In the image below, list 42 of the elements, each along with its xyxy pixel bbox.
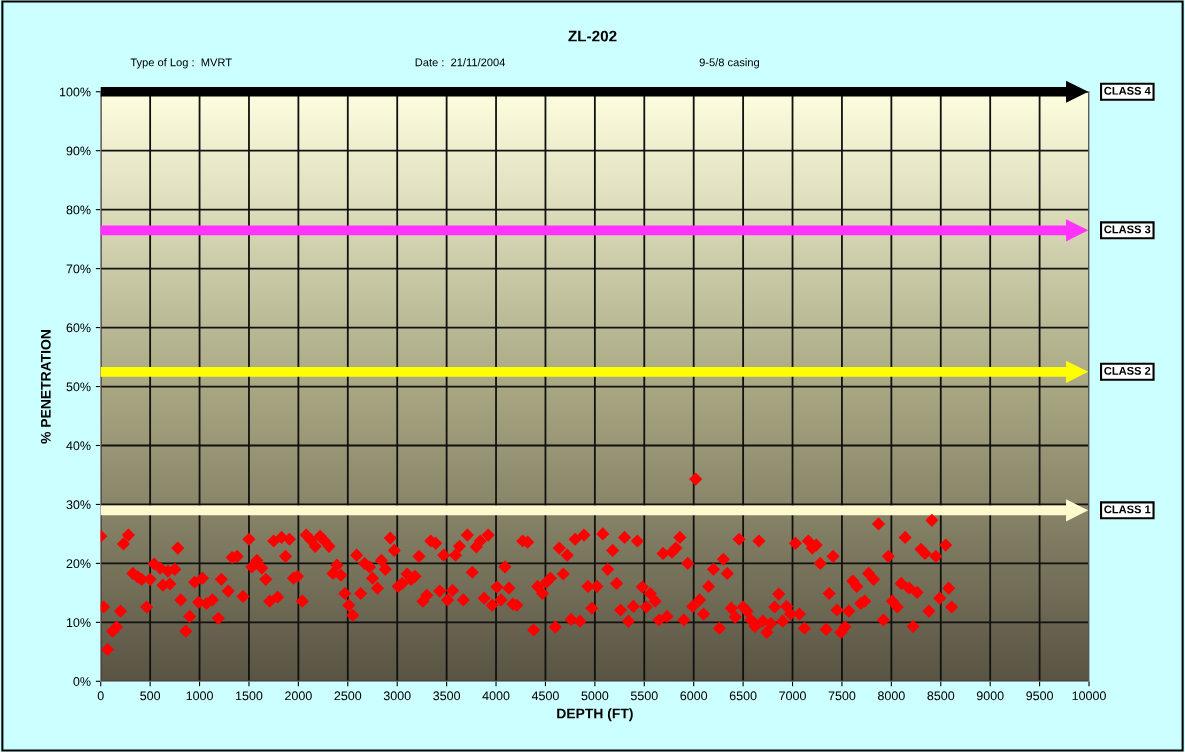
x-tick-label: 10000 (1072, 691, 1106, 701)
y-tick-label: 20% (66, 559, 91, 569)
ref-line-label: CLASS 2 (1104, 366, 1151, 375)
x-tick-label: 3500 (433, 691, 461, 701)
x-tick-label: 2500 (334, 691, 362, 701)
x-tick-label: 5000 (581, 691, 609, 701)
x-tick-label: 0 (97, 691, 104, 701)
x-tick-label: 3000 (383, 691, 411, 701)
ref-line-label: CLASS 1 (1104, 505, 1151, 514)
x-tick-label: 2000 (285, 691, 312, 701)
y-tick-label: 70% (66, 264, 91, 274)
chart-title: ZL-202 (568, 30, 617, 42)
x-tick-label: 500 (140, 691, 161, 701)
text: 9-5/8 casing (699, 58, 759, 69)
x-tick-label: 9000 (976, 691, 1004, 701)
ref-line-label: CLASS 3 (1104, 225, 1151, 234)
x-tick-label: 6500 (729, 691, 757, 701)
y-tick-label: 60% (66, 323, 91, 333)
x-tick-label: 6000 (680, 691, 708, 701)
y-tick-label: 30% (66, 500, 91, 510)
x-tick-label: 7500 (828, 691, 856, 701)
y-tick-label: 50% (66, 382, 91, 392)
y-tick-label: 80% (66, 205, 91, 215)
text: Date : 21/11/2004 (415, 58, 506, 67)
x-tick-label: 8500 (927, 691, 955, 701)
text: Type of Log : MVRT (130, 58, 232, 69)
x-tick-label: 4500 (531, 691, 559, 701)
x-tick-label: 4000 (482, 691, 510, 701)
x-tick-label: 1000 (186, 691, 213, 701)
y-tick-label: 100% (59, 87, 91, 97)
y-tick-label: 40% (66, 441, 91, 451)
ref-line-label: CLASS 4 (1104, 86, 1151, 95)
y-tick-label: 90% (66, 146, 91, 156)
y-tick-label: 0% (73, 677, 91, 686)
x-tick-label: 9500 (1026, 691, 1054, 701)
x-tick-label: 7000 (779, 691, 806, 701)
x-tick-label: 8000 (878, 691, 905, 701)
y-tick-label: 10% (66, 618, 91, 628)
y-axis-title: % PENETRATION (40, 330, 51, 444)
x-tick-label: 5500 (630, 691, 658, 701)
x-axis-title: DEPTH (FT) (557, 708, 633, 722)
x-tick-label: 1500 (236, 691, 263, 701)
